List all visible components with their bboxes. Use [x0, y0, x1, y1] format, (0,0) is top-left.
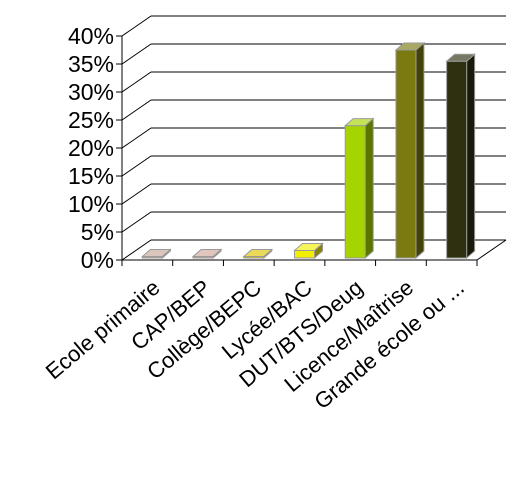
y-tick-label: 15%: [68, 163, 114, 189]
y-axis-tick-labels: 0% 5% 10% 15% 20% 25% 30% 35% 40%: [68, 23, 114, 273]
floor-edge: [476, 239, 507, 261]
bar: [191, 248, 223, 260]
bar-front: [395, 49, 417, 259]
bar: [343, 117, 375, 260]
y-tick-label: 20%: [68, 135, 114, 161]
bars: [141, 41, 476, 260]
bar-top: [191, 249, 223, 257]
bar-front: [344, 125, 366, 259]
y-tick-label: 5%: [81, 219, 114, 245]
gridline-depth: [121, 71, 152, 93]
bar: [242, 248, 274, 260]
gridline-depth: [121, 211, 152, 233]
y-tick-label: 35%: [68, 51, 114, 77]
gridline-depth: [121, 43, 152, 65]
y-tick-label: 30%: [68, 79, 114, 105]
bar-front: [446, 60, 468, 259]
bar-top: [394, 42, 426, 51]
axes: [116, 35, 507, 266]
bar: [141, 248, 172, 260]
bar-side: [466, 53, 476, 260]
gridline-depth: [121, 99, 152, 121]
bar: [394, 41, 426, 260]
bar-side: [364, 117, 374, 260]
bar-front: [294, 249, 315, 259]
bar: [445, 53, 476, 260]
bar: [293, 242, 324, 260]
y-tick-label: 0%: [81, 247, 114, 273]
y-tick-label: 10%: [68, 191, 114, 217]
gridline-depth: [121, 155, 152, 177]
bar-top: [141, 249, 172, 257]
bar-top: [343, 118, 375, 127]
gridline-depth: [121, 239, 152, 261]
gridline-depth: [121, 15, 152, 37]
bar-top: [293, 242, 324, 251]
bar-side: [415, 41, 425, 260]
gridline-depth: [121, 183, 152, 205]
bar-top: [445, 53, 476, 62]
x-axis-category-labels: Ecole primaire CAP/BEP Collège/BEPC Lycé…: [41, 275, 469, 414]
y-tick-label: 25%: [68, 107, 114, 133]
gridline-depth: [121, 127, 152, 149]
y-tick-label: 40%: [68, 23, 114, 49]
bar-top: [242, 249, 274, 257]
